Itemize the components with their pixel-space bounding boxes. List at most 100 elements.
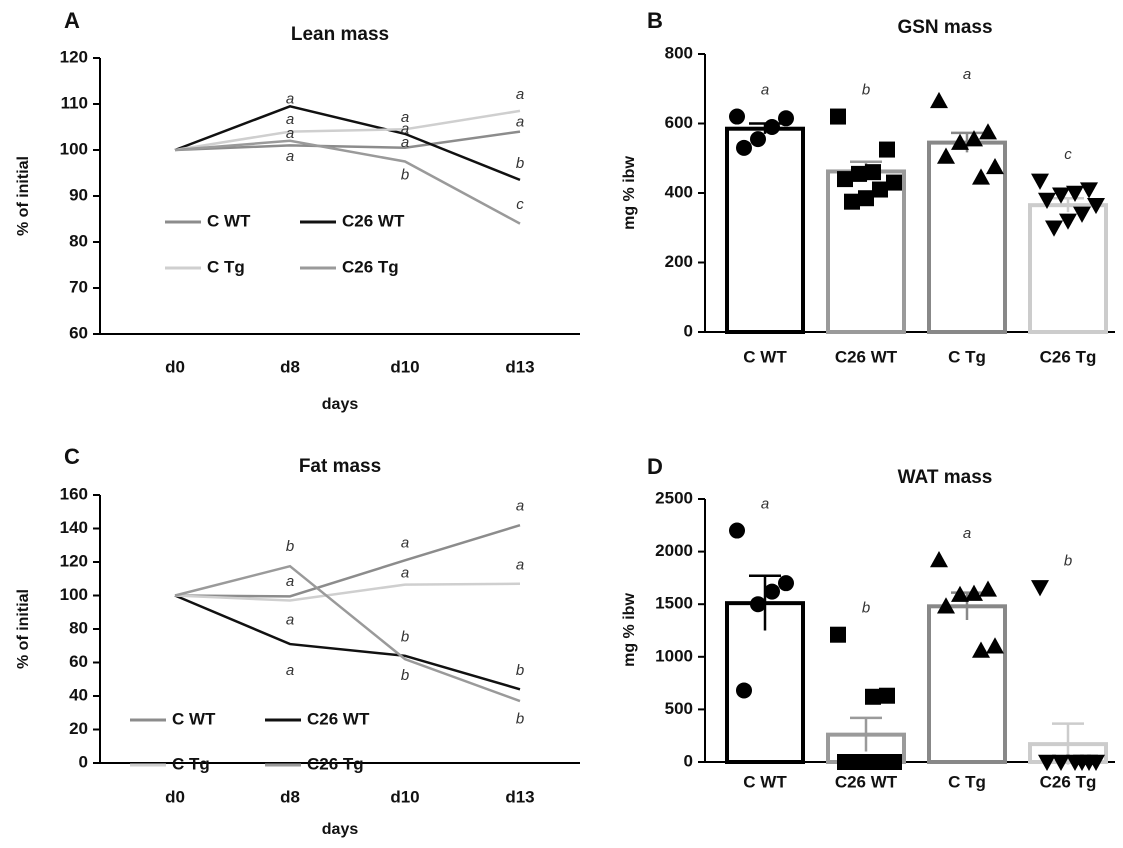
y-tick-label: 0 xyxy=(684,751,693,770)
x-tick-label: d13 xyxy=(505,357,534,376)
legend-label: C26 Tg xyxy=(342,257,399,276)
legend-label: C26 Tg xyxy=(307,754,364,773)
data-point xyxy=(1031,173,1049,190)
x-tick-label: C26 Tg xyxy=(1040,772,1097,791)
legend-label: C26 WT xyxy=(342,211,405,230)
x-tick-label: d0 xyxy=(165,787,185,806)
y-tick-label: 800 xyxy=(665,43,693,62)
annotation: b xyxy=(401,166,409,183)
y-tick-label: 1500 xyxy=(655,594,693,613)
y-tick-label: 90 xyxy=(69,185,88,204)
annotation: a xyxy=(286,90,294,107)
y-tick-label: 100 xyxy=(60,585,88,604)
data-point xyxy=(764,583,780,600)
data-point xyxy=(1038,754,1056,771)
annotation: a xyxy=(286,612,294,629)
data-point xyxy=(937,147,955,164)
data-point xyxy=(750,596,766,613)
y-tick-label: 60 xyxy=(69,323,88,342)
data-point xyxy=(930,91,948,109)
annotation: a xyxy=(286,111,294,128)
data-point xyxy=(986,637,1004,654)
error-bar xyxy=(850,716,882,752)
series-line xyxy=(174,594,521,691)
data-point xyxy=(1052,754,1070,771)
y-tick-label: 100 xyxy=(60,139,88,158)
data-point xyxy=(1038,192,1056,209)
annotation: a xyxy=(516,498,524,515)
significance-letter: a xyxy=(963,66,971,83)
data-point xyxy=(858,190,874,207)
data-point xyxy=(886,754,902,770)
data-point xyxy=(879,141,895,158)
annotation: b xyxy=(516,662,524,679)
data-point xyxy=(979,123,997,140)
y-tick-label: 120 xyxy=(60,551,88,570)
data-point xyxy=(830,626,846,643)
data-point xyxy=(1073,754,1091,771)
x-tick-label: d10 xyxy=(390,787,419,806)
data-point xyxy=(979,580,997,597)
data-point xyxy=(951,133,969,150)
data-point xyxy=(872,754,888,770)
annotation: a xyxy=(401,134,409,151)
data-point xyxy=(1073,206,1091,223)
annotation: a xyxy=(401,109,409,126)
annotation: a xyxy=(401,120,409,137)
data-point xyxy=(879,687,895,704)
x-tick-label: d10 xyxy=(390,357,419,376)
annotation: a xyxy=(286,662,294,679)
series-line xyxy=(174,104,521,182)
y-tick-label: 20 xyxy=(69,719,88,738)
data-point xyxy=(951,585,969,602)
data-point xyxy=(937,597,955,614)
y-tick-label: 80 xyxy=(69,618,88,637)
significance-letter: a xyxy=(761,496,769,513)
y-tick-label: 70 xyxy=(69,277,88,296)
annotation: a xyxy=(286,125,294,142)
x-tick-label: C Tg xyxy=(948,772,986,791)
x-tick-label: C26 WT xyxy=(835,347,898,366)
data-point xyxy=(729,108,745,125)
series-line xyxy=(174,582,521,602)
data-point xyxy=(830,108,846,125)
legend-label: C Tg xyxy=(207,257,245,276)
data-point xyxy=(1087,754,1105,771)
data-point xyxy=(844,754,860,770)
data-point xyxy=(930,551,948,568)
significance-letter: b xyxy=(862,600,870,617)
data-point xyxy=(965,130,983,147)
data-point xyxy=(778,110,794,127)
y-tick-label: 160 xyxy=(60,484,88,503)
chart-title: WAT mass xyxy=(898,467,993,488)
data-point xyxy=(844,193,860,210)
x-tick-label: C WT xyxy=(743,347,787,366)
series-line xyxy=(174,109,521,152)
y-axis-label: mg % ibw xyxy=(621,156,638,230)
y-tick-label: 120 xyxy=(60,47,88,66)
data-point xyxy=(858,754,874,770)
annotation: a xyxy=(286,573,294,590)
data-point xyxy=(1059,213,1077,230)
data-point xyxy=(965,584,983,601)
annotation: a xyxy=(401,535,409,552)
panel-letter: A xyxy=(64,8,80,33)
data-point xyxy=(764,118,780,135)
bar xyxy=(725,126,805,334)
annotation: b xyxy=(401,667,409,684)
data-point xyxy=(1066,185,1084,202)
annotation: b xyxy=(516,710,524,727)
data-point xyxy=(865,688,881,705)
chart-title: Fat mass xyxy=(299,456,381,477)
x-tick-label: C WT xyxy=(743,772,787,791)
data-point xyxy=(1080,182,1098,199)
annotation: a xyxy=(516,556,524,573)
data-point xyxy=(851,165,867,182)
y-tick-label: 600 xyxy=(665,113,693,132)
series-line xyxy=(174,564,521,703)
y-tick-label: 400 xyxy=(665,182,693,201)
legend-label: C WT xyxy=(207,211,251,230)
x-tick-label: C Tg xyxy=(948,347,986,366)
data-point xyxy=(1052,187,1070,204)
